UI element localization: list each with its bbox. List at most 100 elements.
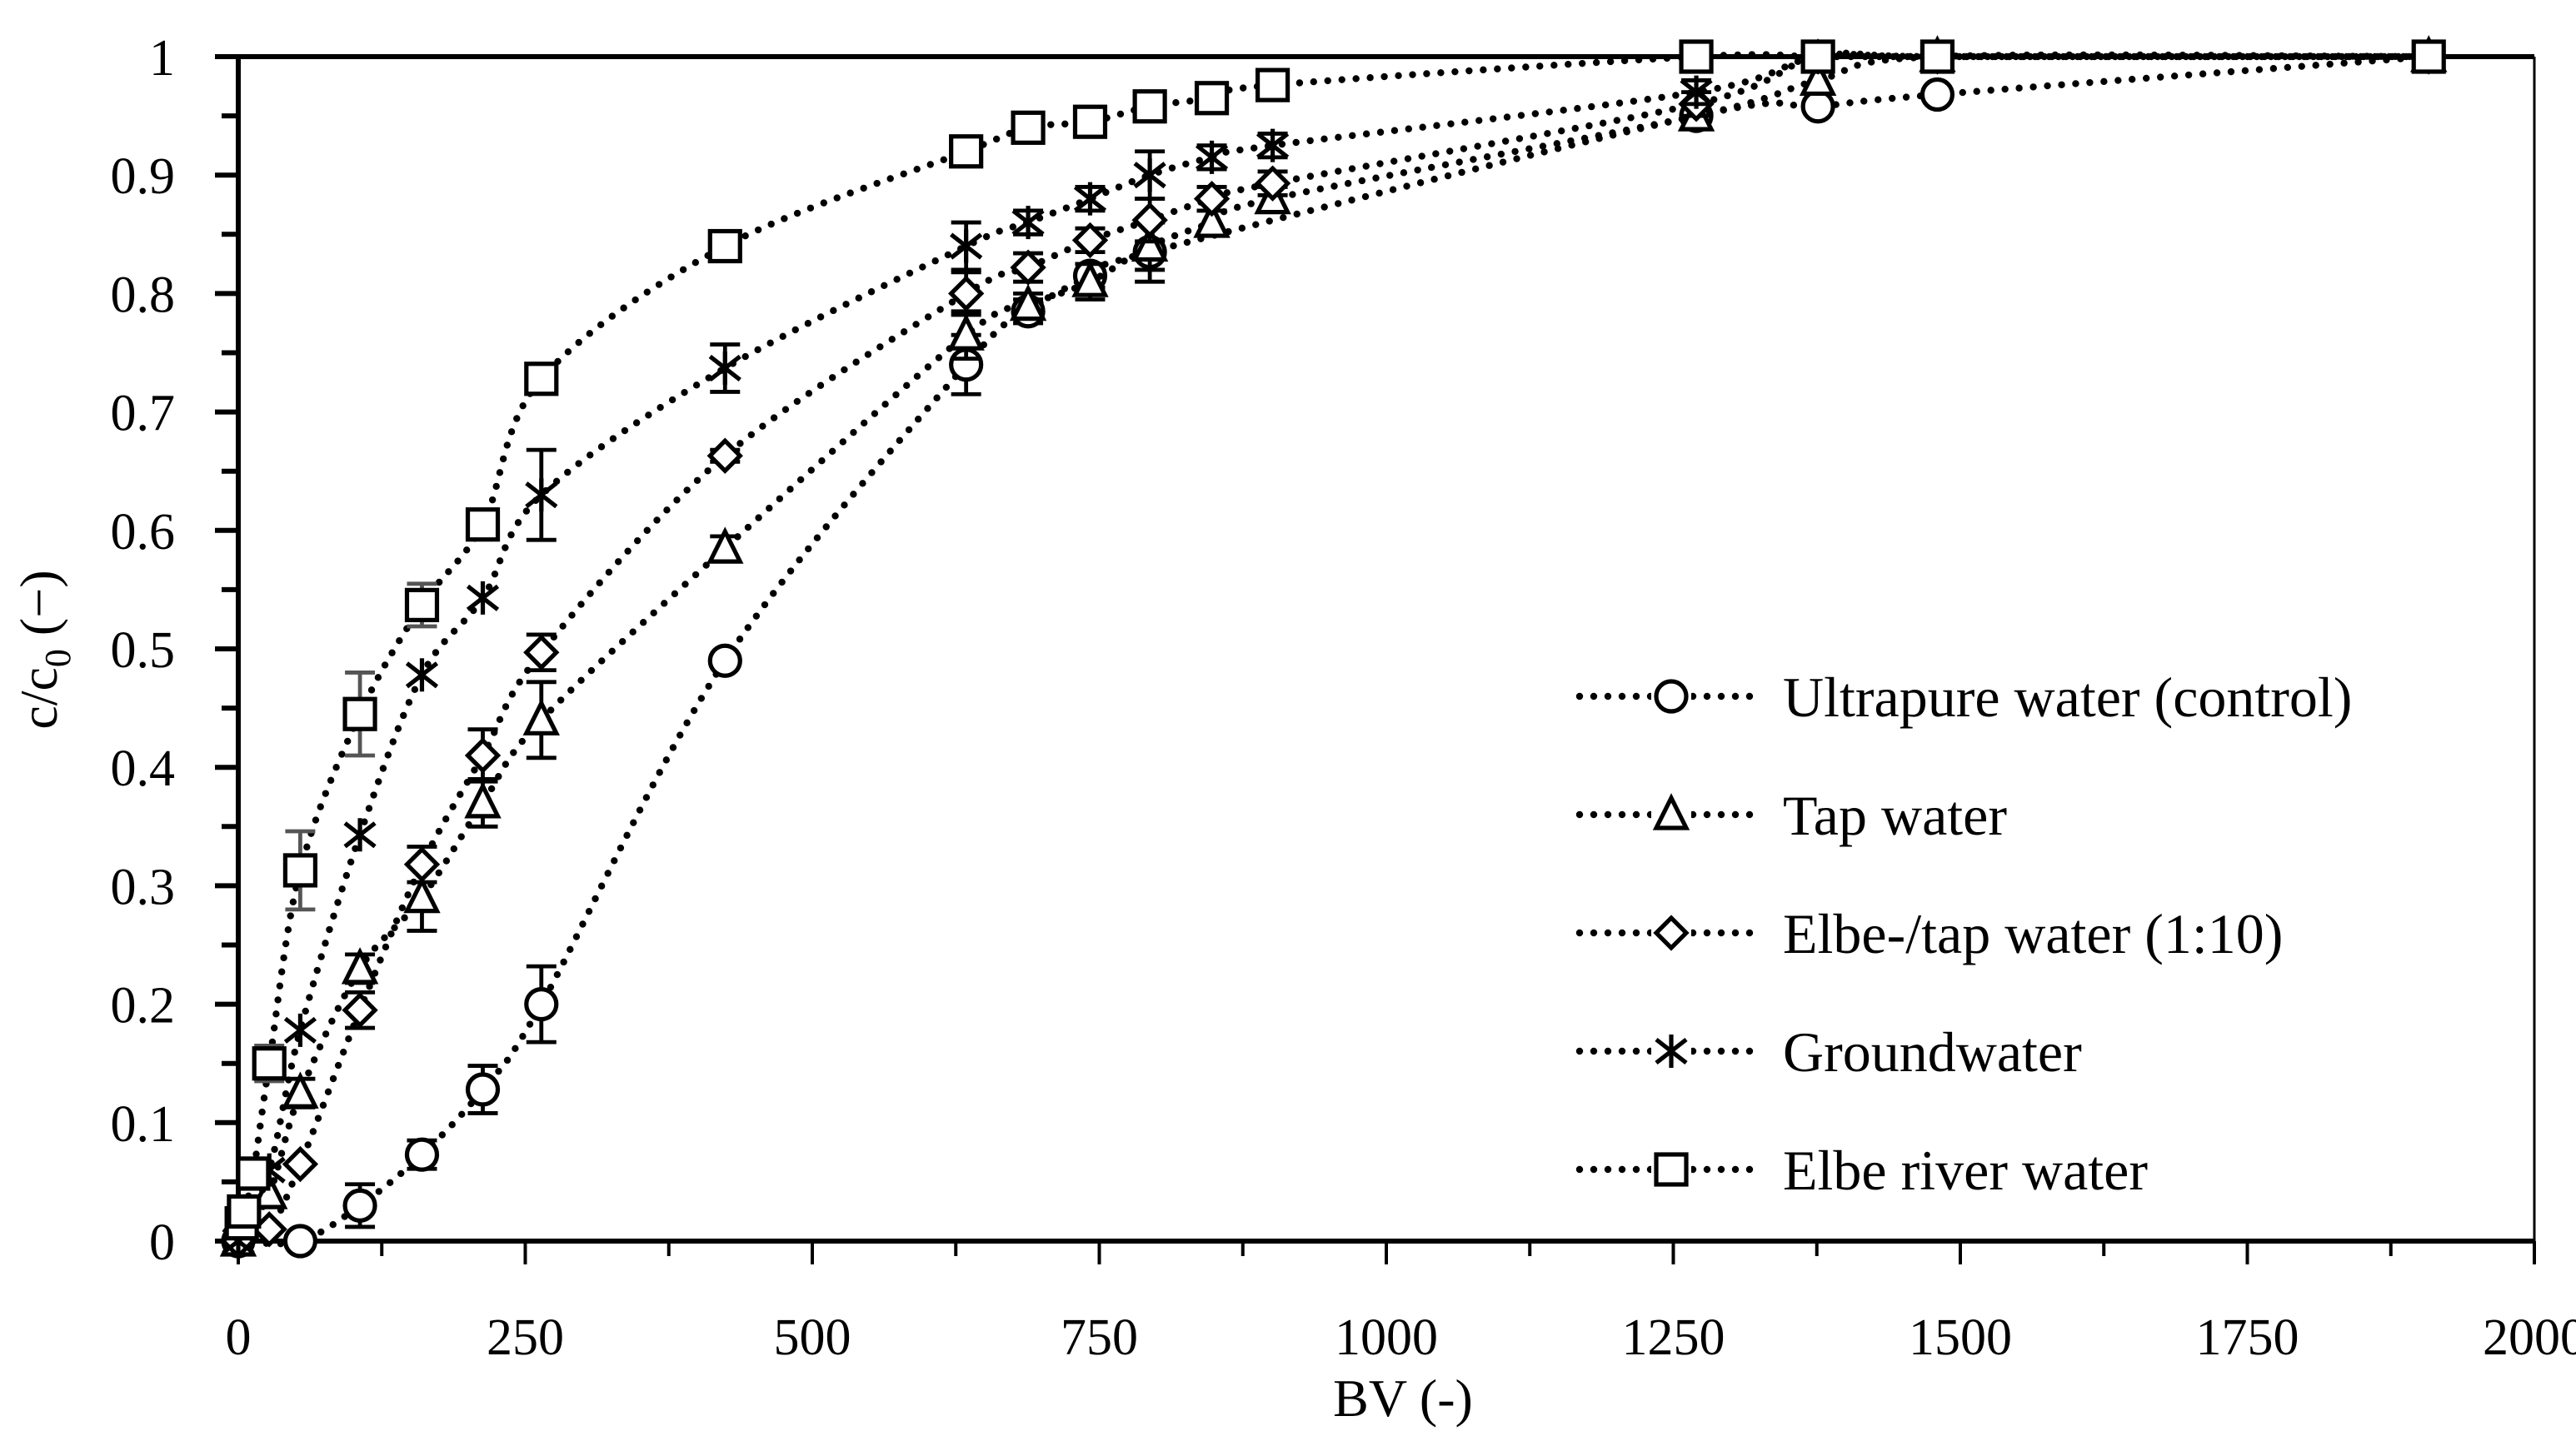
- diamond-marker-icon: [523, 634, 560, 671]
- square-marker-icon: [1255, 67, 1290, 102]
- x-tick-label: 2000: [2483, 1309, 2576, 1366]
- triangle-marker-icon: [706, 526, 744, 564]
- diamond-marker-icon: [947, 275, 985, 312]
- star-marker-icon: [525, 478, 558, 512]
- legend-label: Tap water: [1783, 784, 2007, 847]
- svg-text:c/c0 (−): c/c0 (−): [9, 570, 78, 729]
- square-marker-icon: [1920, 39, 1955, 74]
- circle-marker-icon: [1920, 77, 1955, 112]
- circle-marker-icon: [1654, 679, 1689, 714]
- circle-marker-icon: [404, 1137, 440, 1172]
- y-tick-label: 0.2: [111, 978, 176, 1035]
- legend-item: Elbe river water: [1575, 1139, 2148, 1202]
- triangle-marker-icon: [947, 313, 985, 351]
- diamond-marker-icon: [706, 437, 743, 474]
- triangle-marker-icon: [522, 698, 560, 735]
- square-marker-icon: [227, 1194, 262, 1229]
- square-marker-icon: [252, 1046, 287, 1081]
- circle-marker-icon: [342, 1188, 377, 1223]
- square-marker-icon: [342, 696, 377, 731]
- legend-label: Ultrapure water (control): [1783, 666, 2352, 729]
- star-marker-icon: [1195, 140, 1229, 174]
- series-diamond: [220, 38, 2447, 1259]
- legend-label: Groundwater: [1783, 1020, 2082, 1084]
- triangle-marker-icon: [282, 1071, 319, 1109]
- star-marker-icon: [950, 229, 983, 263]
- triangle-marker-icon: [1071, 260, 1109, 297]
- x-axis-title: BV (-): [1333, 1369, 1473, 1428]
- x-tick-label: 750: [1061, 1309, 1138, 1366]
- diamond-marker-icon: [403, 846, 441, 883]
- series-layer: [219, 35, 2448, 1259]
- x-tick-label: 1500: [1909, 1309, 2012, 1366]
- y-tick-label: 1: [149, 30, 175, 87]
- y-tick-label: 0.6: [111, 504, 176, 561]
- circle-marker-icon: [1800, 89, 1835, 124]
- star-marker-icon: [1011, 206, 1045, 240]
- star-marker-icon: [1133, 158, 1166, 192]
- legend-item: Ultrapure water (control): [1575, 666, 2352, 729]
- y-axis-title: c/c0 (−): [9, 570, 78, 729]
- square-marker-icon: [1800, 39, 1835, 74]
- legend-label: Elbe-/tap water (1:10): [1783, 902, 2283, 965]
- star-marker-icon: [1655, 1035, 1688, 1068]
- square-marker-icon: [1194, 81, 1230, 116]
- triangle-marker-icon: [464, 781, 502, 819]
- y-tick-label: 0.1: [111, 1096, 176, 1153]
- square-marker-icon: [707, 228, 742, 264]
- circle-marker-icon: [282, 1224, 318, 1259]
- square-marker-icon: [404, 587, 440, 622]
- triangle-marker-icon: [341, 947, 379, 985]
- square-marker-icon: [1072, 104, 1108, 139]
- star-marker-icon: [343, 818, 377, 852]
- x-tick-label: 1000: [1335, 1309, 1438, 1366]
- triangle-marker-icon: [1193, 201, 1231, 238]
- series-dotted-line: [234, 50, 2433, 1245]
- x-tick-label: 1750: [2196, 1309, 2299, 1366]
- series-square: [224, 39, 2446, 1241]
- axes: 0 0.1 0.2 0.3 0.4 0.5 0.6 0.7 0.8 0.9 1 0 250 500 750 1…: [111, 30, 2576, 1366]
- star-marker-icon: [466, 581, 500, 615]
- diamond-marker-icon: [1193, 180, 1231, 217]
- x-tick-label: 1250: [1622, 1309, 1725, 1366]
- y-tick-label: 0.5: [111, 622, 176, 679]
- triangle-marker-icon: [403, 875, 441, 914]
- square-marker-icon: [1679, 39, 1714, 74]
- triangle-marker-icon: [1652, 793, 1690, 830]
- y-tick-label: 0.7: [111, 386, 176, 442]
- diamond-marker-icon: [1071, 222, 1109, 259]
- legend: Ultrapure water (control) Tap water Elbe-/…: [1575, 666, 2352, 1202]
- star-marker-icon: [1256, 128, 1290, 162]
- square-marker-icon: [524, 361, 559, 396]
- x-tick-label: 0: [226, 1309, 252, 1366]
- square-marker-icon: [2411, 39, 2446, 74]
- series-dotted-line: [237, 51, 2433, 1227]
- y-tick-label: 0.3: [111, 859, 176, 915]
- y-tick-label: 0.4: [111, 740, 176, 797]
- y-tick-label: 0: [149, 1214, 175, 1271]
- legend-label: Elbe river water: [1783, 1139, 2148, 1202]
- y-axis-title-suffix: (−): [9, 570, 68, 649]
- star-marker-icon: [1073, 182, 1107, 216]
- star-marker-icon: [708, 351, 741, 385]
- series-circle: [221, 39, 2446, 1259]
- diamond-marker-icon: [1131, 202, 1168, 238]
- legend-item: Groundwater: [1575, 1020, 2082, 1084]
- star-marker-icon: [1680, 75, 1713, 109]
- diamond-marker-icon: [342, 992, 378, 1029]
- series-star: [222, 40, 2445, 1258]
- x-tick-label: 500: [774, 1309, 851, 1366]
- diamond-marker-icon: [1653, 915, 1690, 951]
- star-marker-icon: [405, 658, 439, 692]
- circle-marker-icon: [465, 1072, 501, 1107]
- series-dotted-line: [234, 52, 2433, 1248]
- diamond-marker-icon: [282, 1145, 319, 1183]
- legend-item: Elbe-/tap water (1:10): [1575, 902, 2283, 965]
- triangle-marker-icon: [1131, 224, 1169, 262]
- star-marker-icon: [283, 1013, 317, 1047]
- series-triangle: [219, 35, 2448, 1257]
- y-tick-label: 0.8: [111, 267, 176, 323]
- x-tick-label: 250: [487, 1309, 564, 1366]
- diamond-marker-icon: [1010, 249, 1046, 286]
